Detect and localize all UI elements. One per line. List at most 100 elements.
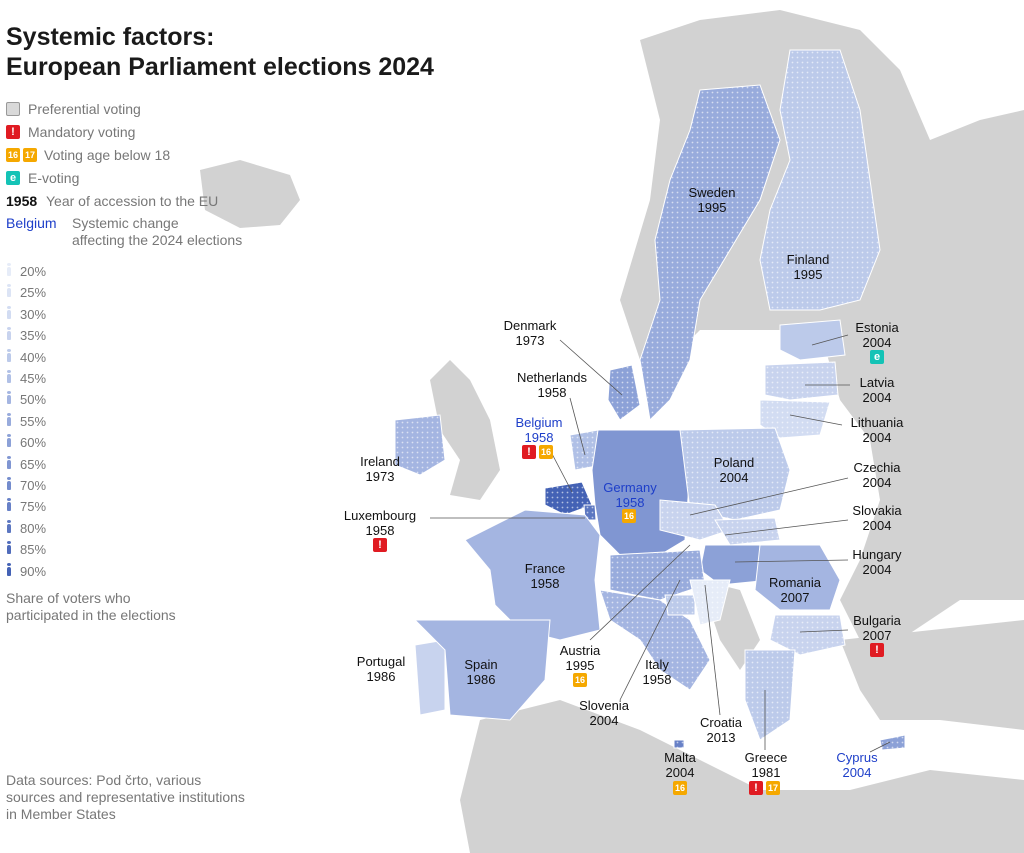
label-estonia: Estonia 2004 bbox=[837, 320, 917, 350]
preferential-pattern-belgium bbox=[545, 482, 592, 515]
scale-swatch bbox=[7, 541, 11, 555]
label-year-portugal: 1986 bbox=[366, 669, 396, 684]
label-year-belgium: 1958 bbox=[524, 430, 554, 445]
label-name-belgium: Belgium bbox=[515, 415, 563, 430]
preferential-pattern-poland bbox=[680, 428, 790, 520]
badges-bulgaria: ! bbox=[870, 643, 884, 657]
label-year-france: 1958 bbox=[530, 576, 560, 591]
label-year-estonia: 2004 bbox=[862, 335, 892, 350]
label-latvia: Latvia 2004 bbox=[837, 375, 917, 405]
preferential-pattern-ireland bbox=[395, 415, 445, 475]
label-italy: Italy 1958 bbox=[617, 657, 697, 687]
age-17-icon: 17 bbox=[23, 148, 37, 162]
badges-malta: 16 bbox=[673, 781, 687, 795]
label-year-malta: 2004 bbox=[665, 765, 695, 780]
label-name-germany: Germany bbox=[603, 480, 657, 495]
legend-year-label: Year of accession to the EU bbox=[46, 193, 219, 209]
country-estonia bbox=[779, 319, 846, 361]
preferential-pattern-bulgaria bbox=[770, 615, 845, 655]
label-greece: Greece 1981 bbox=[726, 750, 806, 780]
label-belgium: Belgium 1958 bbox=[499, 415, 579, 445]
scale-label: 85% bbox=[20, 542, 47, 558]
label-name-france: France bbox=[524, 561, 566, 576]
scale-swatch bbox=[7, 284, 11, 298]
label-netherlands: Netherlands 1958 bbox=[512, 370, 592, 400]
country-portugal bbox=[414, 639, 446, 716]
label-year-denmark: 1973 bbox=[515, 333, 545, 348]
label-name-finland: Finland bbox=[786, 252, 830, 267]
label-czechia: Czechia 2004 bbox=[837, 460, 917, 490]
label-name-ireland: Ireland bbox=[360, 454, 400, 469]
turnout-scale: 20% 25% 30% 35% 40% 45% 50% 55% 60% 65% 70% 75% 80% 8… bbox=[6, 262, 86, 582]
data-sources: Data sources: Pod črto, various sources … bbox=[6, 772, 245, 822]
badges-greece: ! 17 bbox=[749, 781, 780, 795]
scale-swatch bbox=[7, 348, 11, 362]
leader-lines bbox=[430, 334, 891, 753]
legend-change-label-2: affecting the 2024 elections bbox=[72, 232, 243, 248]
map-title-line2: European Parliament elections 2024 bbox=[6, 53, 434, 81]
badges-estonia: e bbox=[870, 350, 884, 364]
label-bulgaria: Bulgaria 2007 bbox=[837, 613, 917, 643]
age-17-icon: 17 bbox=[766, 781, 780, 795]
label-name-lithuania: Lithuania bbox=[850, 415, 904, 430]
label-austria: Austria 1995 bbox=[540, 643, 620, 673]
label-denmark: Denmark 1973 bbox=[490, 318, 570, 348]
label-year-italy: 1958 bbox=[642, 672, 672, 687]
age-16-icon: 16 bbox=[673, 781, 687, 795]
label-name-czechia: Czechia bbox=[853, 460, 901, 475]
label-lithuania: Lithuania 2004 bbox=[837, 415, 917, 445]
label-luxembourg: Luxembourg 1958 bbox=[340, 508, 420, 538]
scale-label: 80% bbox=[20, 520, 47, 536]
label-year-netherlands: 1958 bbox=[537, 385, 567, 400]
label-name-romania: Romania bbox=[768, 575, 822, 590]
scale-swatch bbox=[7, 391, 11, 405]
map-title-line1: Systemic factors: bbox=[6, 23, 215, 51]
mandatory-icon: ! bbox=[373, 538, 387, 552]
country-spain bbox=[413, 619, 551, 721]
label-name-italy: Italy bbox=[645, 657, 669, 672]
preferential-pattern-slovakia bbox=[715, 518, 780, 545]
scale-label: 65% bbox=[20, 456, 47, 472]
scale-swatch bbox=[7, 477, 11, 490]
label-spain: Spain 1986 bbox=[441, 657, 521, 687]
label-slovakia: Slovakia 2004 bbox=[837, 503, 917, 533]
label-name-slovenia: Slovenia bbox=[579, 698, 629, 713]
label-year-poland: 2004 bbox=[719, 470, 749, 485]
preferential-icon bbox=[6, 102, 20, 116]
scale-swatch bbox=[7, 370, 11, 383]
label-name-estonia: Estonia bbox=[855, 320, 899, 335]
label-year-czechia: 2004 bbox=[862, 475, 892, 490]
eu-countries bbox=[394, 49, 906, 751]
label-year-slovenia: 2004 bbox=[589, 713, 619, 728]
map-title: Systemic factors: European Parliament el… bbox=[6, 22, 434, 82]
preferential-pattern-denmark bbox=[608, 365, 640, 420]
share-note: Share of voters who participated in the … bbox=[6, 590, 176, 623]
preferential-pattern-luxembourg bbox=[584, 505, 596, 520]
scale-label: 20% bbox=[20, 264, 47, 279]
label-year-ireland: 1973 bbox=[365, 469, 395, 484]
label-name-bulgaria: Bulgaria bbox=[853, 613, 901, 628]
legend-change-example: Belgium bbox=[6, 215, 57, 231]
label-romania: Romania 2007 bbox=[755, 575, 835, 605]
preferential-pattern-latvia bbox=[765, 362, 838, 400]
label-year-luxembourg: 1958 bbox=[365, 523, 395, 538]
label-year-greece: 1981 bbox=[751, 765, 781, 780]
scale-swatch bbox=[7, 498, 11, 512]
preferential-pattern-sweden bbox=[640, 85, 780, 420]
preferential-pattern-malta bbox=[674, 740, 684, 748]
label-name-sweden: Sweden bbox=[688, 185, 736, 200]
label-year-croatia: 2013 bbox=[706, 730, 736, 745]
legend-change-label-1: Systemic change bbox=[72, 215, 179, 231]
label-portugal: Portugal 1986 bbox=[341, 654, 421, 684]
scale-label: 50% bbox=[20, 392, 47, 408]
scale-swatch bbox=[7, 519, 11, 533]
label-year-germany: 1958 bbox=[615, 495, 645, 510]
label-finland: Finland 1995 bbox=[768, 252, 848, 282]
label-ireland: Ireland 1973 bbox=[340, 454, 420, 484]
label-year-lithuania: 2004 bbox=[862, 430, 892, 445]
label-slovenia: Slovenia 2004 bbox=[564, 698, 644, 728]
label-name-croatia: Croatia bbox=[700, 715, 742, 730]
scale-label: 90% bbox=[20, 563, 47, 579]
scale-label: 70% bbox=[20, 478, 47, 493]
